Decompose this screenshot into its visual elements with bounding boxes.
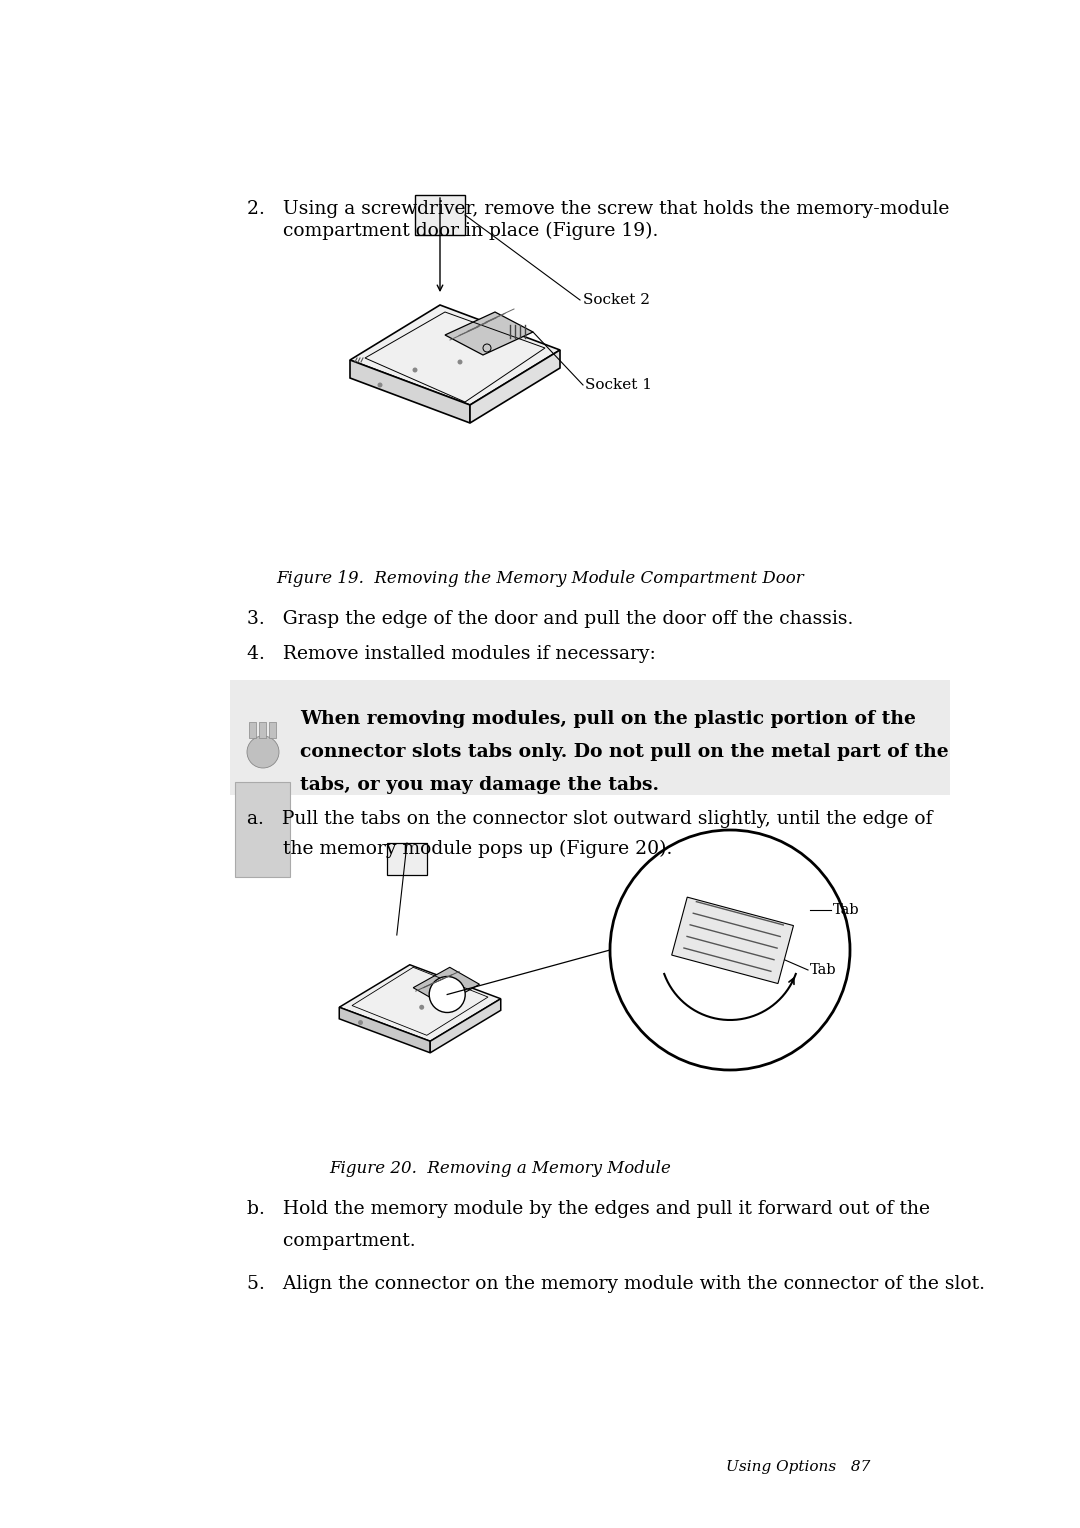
Circle shape [429, 976, 465, 1013]
Text: b.   Hold the memory module by the edges and pull it forward out of the: b. Hold the memory module by the edges a… [247, 1199, 930, 1218]
Polygon shape [672, 897, 794, 984]
Bar [249, 723, 256, 738]
Circle shape [610, 830, 850, 1070]
Text: Socket 2: Socket 2 [583, 293, 650, 307]
Text: the memory module pops up (Figure 20).: the memory module pops up (Figure 20). [247, 840, 673, 859]
Polygon shape [430, 999, 501, 1053]
Text: a.   Pull the tabs on the connector slot outward slightly, until the edge of: a. Pull the tabs on the connector slot o… [247, 810, 932, 828]
Polygon shape [339, 1007, 430, 1053]
Circle shape [247, 736, 279, 769]
Text: When removing modules, pull on the plastic portion of the: When removing modules, pull on the plast… [300, 711, 916, 727]
Text: 2.   Using a screwdriver, remove the screw that holds the memory-module: 2. Using a screwdriver, remove the screw… [247, 200, 949, 219]
Polygon shape [387, 843, 427, 876]
Polygon shape [350, 306, 561, 405]
Text: 4.   Remove installed modules if necessary:: 4. Remove installed modules if necessary… [247, 645, 656, 663]
Text: connector slots tabs only. Do not pull on the metal part of the: connector slots tabs only. Do not pull o… [300, 743, 948, 761]
Text: compartment.: compartment. [247, 1232, 416, 1250]
Circle shape [378, 382, 382, 388]
Polygon shape [445, 312, 534, 354]
Text: Figure 19.  Removing the Memory Module Compartment Door: Figure 19. Removing the Memory Module Co… [276, 570, 804, 587]
Bar [259, 723, 266, 738]
Circle shape [357, 1021, 363, 1025]
Text: Using Options   87: Using Options 87 [726, 1459, 870, 1475]
Text: Figure 20.  Removing a Memory Module: Figure 20. Removing a Memory Module [329, 1160, 671, 1177]
Text: Socket 1: Socket 1 [585, 377, 652, 393]
Text: Tab: Tab [833, 903, 860, 917]
Text: 5.   Align the connector on the memory module with the connector of the slot.: 5. Align the connector on the memory mod… [247, 1274, 985, 1293]
Polygon shape [339, 964, 501, 1041]
Circle shape [413, 368, 418, 373]
Text: Tab: Tab [810, 963, 837, 976]
Text: tabs, or you may damage the tabs.: tabs, or you may damage the tabs. [300, 776, 659, 795]
Text: compartment door in place (Figure 19).: compartment door in place (Figure 19). [247, 222, 659, 240]
Polygon shape [415, 196, 465, 235]
Bar [269, 723, 276, 738]
Circle shape [419, 1005, 424, 1010]
Polygon shape [414, 967, 480, 1005]
Bar [235, 782, 291, 877]
Polygon shape [350, 361, 470, 423]
Text: 3.   Grasp the edge of the door and pull the door off the chassis.: 3. Grasp the edge of the door and pull t… [247, 610, 853, 628]
Circle shape [458, 359, 462, 365]
Polygon shape [470, 350, 561, 423]
Bar [230, 680, 950, 795]
